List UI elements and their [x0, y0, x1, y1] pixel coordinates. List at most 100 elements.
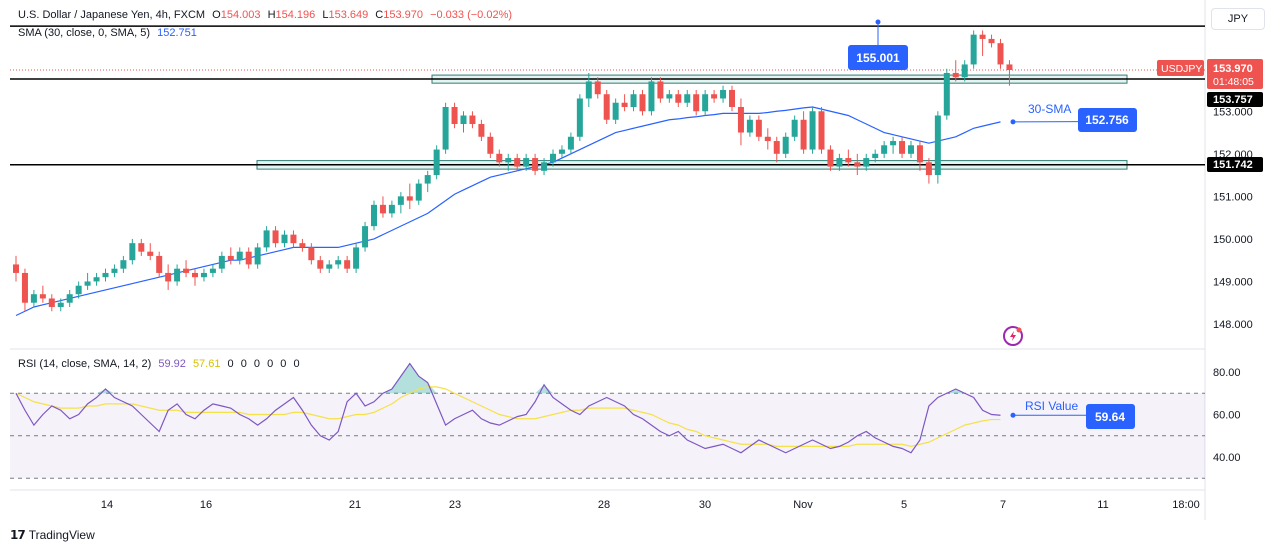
- price-pane[interactable]: [10, 0, 1205, 348]
- candle: [13, 255, 19, 282]
- lightning-icon[interactable]: [1003, 326, 1023, 346]
- candle: [281, 230, 288, 248]
- candle: [371, 200, 377, 231]
- rsi-tick-80.00[interactable]: 80.00: [1213, 367, 1241, 379]
- candle: [415, 179, 422, 205]
- candle-body: [48, 298, 55, 307]
- time-tick-18:00[interactable]: 18:00: [1172, 499, 1200, 511]
- candle-body: [916, 145, 923, 163]
- price-tick-148.000[interactable]: 148.000: [1213, 319, 1253, 331]
- candle-body: [227, 255, 234, 261]
- target-dot: [875, 19, 881, 25]
- time-tick-5[interactable]: 5: [901, 499, 907, 511]
- candle-body: [666, 94, 673, 99]
- candle: [576, 94, 583, 142]
- candle: [845, 149, 852, 167]
- price-tick-150.000[interactable]: 150.000: [1213, 234, 1253, 246]
- tradingview-brand[interactable]: 𝟭𝟳 TradingView: [10, 528, 95, 542]
- candle-body: [478, 124, 485, 137]
- candle: [872, 149, 879, 163]
- candle: [120, 255, 127, 273]
- candle-body: [442, 106, 449, 150]
- candle: [800, 111, 807, 154]
- time-tick-23[interactable]: 23: [449, 499, 461, 511]
- candle: [397, 192, 404, 214]
- candle-body: [344, 260, 351, 269]
- candle-body: [737, 106, 744, 133]
- symbol-tag[interactable]: USDJPY: [1157, 60, 1204, 76]
- candle: [66, 289, 73, 307]
- last-price-text: 153.970: [1213, 63, 1253, 75]
- price-axis[interactable]: 148.000149.000150.000151.000152.000153.0…: [1157, 59, 1263, 464]
- rsi-pane: [10, 362, 1205, 479]
- time-tick-Nov[interactable]: Nov: [793, 499, 813, 511]
- candle-body: [218, 255, 225, 269]
- candle-body: [156, 255, 163, 273]
- support-tag-text: 151.742: [1213, 159, 1253, 171]
- symbol-legend[interactable]: U.S. Dollar / Japanese Yen, 4h, FXCM O15…: [18, 9, 516, 21]
- footer: [0, 520, 1281, 554]
- candle-body: [451, 106, 458, 125]
- rsi-box-bg: [1086, 404, 1135, 429]
- time-tick-11[interactable]: 11: [1097, 499, 1108, 511]
- time-tick-7[interactable]: 7: [1000, 499, 1006, 511]
- price-tick-149.000[interactable]: 149.000: [1213, 276, 1253, 288]
- candle-body: [961, 64, 968, 78]
- candle: [702, 89, 709, 116]
- currency-button[interactable]: JPY: [1211, 8, 1265, 30]
- candle: [433, 145, 440, 180]
- candle: [75, 281, 82, 299]
- candle-body: [881, 145, 888, 154]
- candle: [818, 106, 825, 154]
- time-tick-21[interactable]: 21: [349, 499, 361, 511]
- candle-body: [505, 158, 512, 163]
- time-tick-28[interactable]: 28: [598, 499, 610, 511]
- candle: [451, 102, 458, 129]
- tradingview-logo-icon: 𝟭𝟳: [10, 528, 26, 542]
- candle: [612, 98, 619, 125]
- candle: [532, 153, 539, 176]
- candles: [13, 30, 1013, 312]
- rsi-tick-40.00[interactable]: 40.00: [1213, 452, 1241, 464]
- time-tick-14[interactable]: 14: [101, 499, 113, 511]
- last-price-tag-bg: [1207, 59, 1263, 89]
- candle-body: [263, 230, 270, 248]
- candle: [147, 243, 154, 261]
- price-tick-153.000[interactable]: 153.000: [1213, 106, 1253, 118]
- rsi-legend[interactable]: RSI (14, close, SMA, 14, 2) 59.92 57.61 …: [18, 358, 304, 370]
- time-tick-30[interactable]: 30: [699, 499, 711, 511]
- candle-body: [639, 94, 646, 112]
- candle: [737, 98, 744, 146]
- candle-body: [415, 183, 422, 201]
- candle: [156, 251, 163, 278]
- candle: [773, 136, 780, 163]
- candle: [344, 255, 351, 273]
- rsi-tick-60.00[interactable]: 60.00: [1213, 410, 1241, 422]
- candle-body: [594, 81, 601, 95]
- support-price-tag[interactable]: 151.742: [1207, 157, 1263, 172]
- candle-body: [460, 115, 467, 125]
- candle: [218, 251, 225, 273]
- time-tick-16[interactable]: 16: [200, 499, 212, 511]
- price-tick-151.000[interactable]: 151.000: [1213, 191, 1253, 203]
- candle-body: [997, 43, 1004, 65]
- annotations: 155.001 30-SMA 152.756 RSI Value 59.64: [848, 19, 1137, 429]
- time-axis[interactable]: 14 16 21 23 28 30 Nov 5 7 11 18:00: [101, 499, 1200, 511]
- sma-annotation-text: 30-SMA: [1028, 102, 1071, 116]
- candle: [227, 247, 234, 265]
- resistance-price-tag[interactable]: 153.757: [1207, 92, 1263, 107]
- candle-body: [192, 272, 198, 278]
- horizontal-levels[interactable]: [10, 25, 1205, 166]
- candle-body: [514, 158, 521, 167]
- ohlc-open: O154.003: [212, 9, 261, 21]
- candle-body: [66, 294, 73, 303]
- candle: [326, 260, 333, 273]
- sma-legend[interactable]: SMA (30, close, 0, SMA, 5) 152.751: [18, 27, 201, 39]
- target-label-text: 155.001: [856, 51, 900, 65]
- candle: [970, 30, 977, 69]
- candle: [496, 149, 503, 167]
- candle-body: [13, 264, 19, 273]
- candle-body: [603, 94, 610, 120]
